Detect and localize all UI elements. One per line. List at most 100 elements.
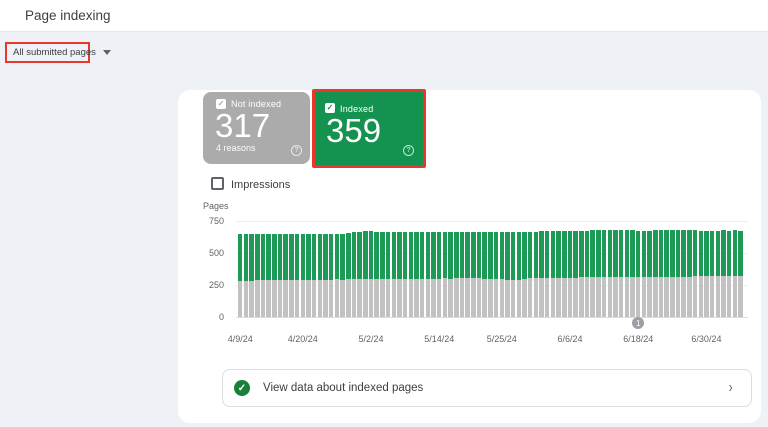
bar-indexed (357, 231, 362, 280)
bar-not-indexed (249, 280, 254, 317)
bar-indexed (647, 230, 652, 277)
checkbox-checked-icon[interactable]: ✓ (325, 103, 335, 113)
bar-indexed (442, 231, 448, 279)
bar-not-indexed (732, 276, 738, 317)
bar-not-indexed (471, 278, 476, 317)
bar-not-indexed (380, 279, 385, 317)
bar-not-indexed (277, 279, 283, 317)
bar-indexed (471, 231, 476, 279)
submitted-pages-dropdown[interactable]: All submitted pages (5, 42, 111, 63)
bar-indexed (419, 231, 425, 279)
bar-not-indexed (726, 276, 732, 317)
bar-not-indexed (499, 278, 504, 317)
bar-not-indexed (698, 276, 703, 317)
impressions-label: Impressions (231, 179, 291, 191)
bar-not-indexed (573, 277, 578, 317)
bar-indexed (658, 230, 664, 277)
x-tick-label: 6/18/24 (623, 334, 654, 344)
bar-series (238, 221, 744, 317)
bar-indexed (374, 231, 379, 279)
view-indexed-data-link[interactable]: ✓ View data about indexed pages › (222, 369, 752, 407)
bar-not-indexed (294, 279, 300, 317)
bar-not-indexed (357, 279, 362, 317)
bar-not-indexed (317, 279, 323, 317)
bar-not-indexed (635, 276, 641, 317)
bar-indexed (704, 230, 709, 277)
bar-indexed (368, 231, 374, 280)
bar-not-indexed (340, 279, 345, 317)
bar-not-indexed (243, 280, 249, 317)
chevron-right-icon: › (728, 379, 733, 396)
help-icon[interactable]: ? (403, 145, 414, 156)
bar-indexed (681, 230, 686, 277)
indexed-count: 359 (326, 112, 382, 149)
bar-not-indexed (266, 280, 271, 317)
bar-not-indexed (556, 277, 561, 317)
bar-indexed (272, 234, 277, 280)
bar-not-indexed (431, 278, 436, 317)
not-indexed-card[interactable]: ✓ Not indexed 317 4 reasons ? (203, 92, 310, 164)
bar-indexed (664, 230, 669, 277)
gridline (236, 316, 748, 318)
bar-indexed (522, 231, 527, 279)
bar-indexed (454, 231, 459, 279)
bar-indexed (624, 230, 630, 278)
not-indexed-reasons: 4 reasons (216, 143, 256, 153)
bar-not-indexed (664, 276, 669, 317)
bar-not-indexed (630, 277, 635, 317)
bar-indexed (601, 230, 607, 278)
check-circle-icon: ✓ (234, 380, 250, 396)
bar-not-indexed (385, 278, 391, 317)
bar-indexed (675, 230, 681, 277)
bar-not-indexed (675, 276, 681, 317)
bar-not-indexed (306, 279, 311, 317)
bar-not-indexed (289, 279, 294, 317)
bar-not-indexed (653, 276, 658, 317)
bar-not-indexed (687, 276, 692, 317)
help-icon[interactable]: ? (291, 145, 302, 156)
bar-not-indexed (567, 277, 573, 317)
bar-indexed (630, 230, 635, 278)
gridline (236, 220, 748, 222)
bar-indexed (380, 231, 385, 280)
bar-indexed (709, 230, 715, 277)
bar-not-indexed (482, 278, 487, 317)
not-indexed-count: 317 (215, 107, 271, 144)
bar-not-indexed (363, 279, 368, 317)
bar-not-indexed (448, 278, 453, 317)
chart-event-marker[interactable]: 1 (632, 317, 645, 329)
bar-indexed (482, 232, 487, 279)
indexed-card[interactable]: ✓ Indexed 359 ? (312, 89, 426, 168)
indexed-label: Indexed (340, 104, 374, 114)
checkbox-checked-icon[interactable]: ✓ (216, 99, 226, 109)
bar-indexed (596, 230, 601, 278)
bar-indexed (448, 231, 453, 279)
bar-indexed (573, 230, 578, 278)
bar-not-indexed (442, 278, 448, 317)
bar-indexed (499, 232, 504, 279)
bar-not-indexed (545, 277, 550, 317)
bar-indexed (562, 230, 567, 278)
bar-not-indexed (408, 278, 414, 317)
bar-not-indexed (584, 277, 590, 317)
bar-indexed (476, 231, 482, 279)
bar-indexed (306, 233, 311, 280)
bar-indexed (641, 230, 647, 277)
bar-not-indexed (238, 280, 243, 317)
page-header: Page indexing (0, 0, 768, 32)
bar-indexed (363, 231, 368, 280)
bar-indexed (687, 230, 692, 277)
bar-not-indexed (476, 278, 482, 317)
impressions-checkbox[interactable] (211, 177, 224, 190)
bar-not-indexed (562, 277, 567, 317)
bar-indexed (408, 231, 414, 279)
bar-not-indexed (607, 277, 613, 317)
bar-indexed (726, 230, 732, 277)
bar-indexed (545, 231, 550, 278)
x-tick-label: 5/14/24 (424, 334, 455, 344)
bar-indexed (266, 234, 271, 281)
bar-not-indexed (613, 277, 618, 317)
bar-not-indexed (351, 279, 357, 317)
dropdown-label: All submitted pages (13, 47, 96, 58)
not-indexed-label: Not indexed (231, 99, 282, 109)
